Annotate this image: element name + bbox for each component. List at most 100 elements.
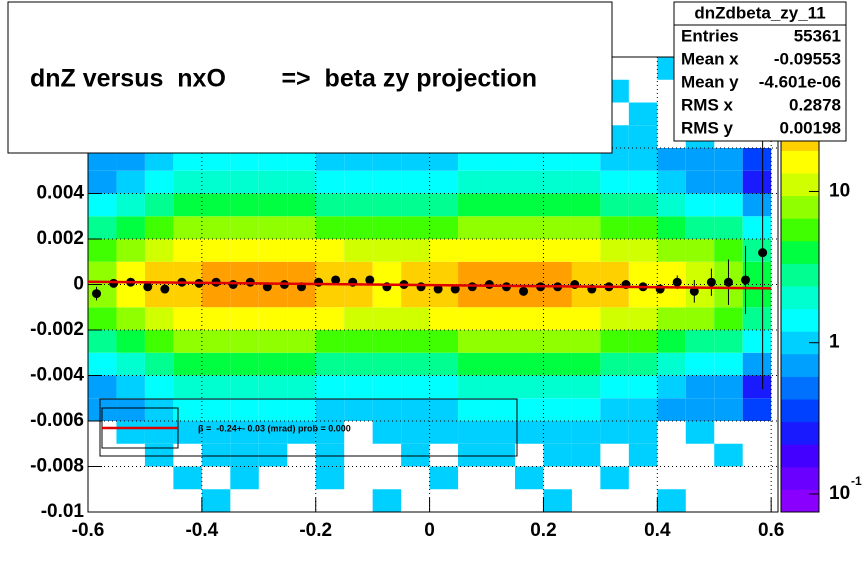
heat-cell: [315, 193, 345, 217]
heat-cell: [315, 375, 345, 399]
heat-cell: [486, 216, 515, 239]
heat-cell: [230, 375, 259, 399]
heat-cell: [144, 261, 174, 285]
heat-cell: [88, 261, 117, 285]
heat-cell: [571, 307, 601, 330]
heat-cell: [514, 216, 544, 239]
heat-cell: [571, 148, 601, 171]
stats-label: RMS y: [681, 118, 734, 137]
heat-cell: [628, 330, 658, 353]
heat-cell: [116, 170, 145, 194]
heat-cell: [401, 170, 430, 194]
heat-cell: [514, 421, 544, 444]
heat-cell: [144, 398, 174, 421]
heat-cell: [514, 148, 544, 171]
heat-cell: [543, 148, 572, 171]
heat-cell: [401, 193, 430, 217]
heat-cell: [201, 284, 231, 308]
heat-cell: [287, 193, 316, 217]
heat-cell: [230, 398, 259, 421]
heat-cell: [144, 307, 174, 330]
title-box: [7, 1, 613, 154]
heat-cell: [144, 216, 174, 239]
heat-cell: [372, 284, 402, 308]
y-tick-label: 0: [73, 274, 84, 295]
heat-cell: [543, 375, 572, 399]
heat-cell: [628, 148, 658, 171]
heat-cell: [685, 398, 715, 421]
heat-cell: [657, 352, 686, 376]
stats-value: 0.2878: [789, 95, 841, 114]
fit-line: [87, 280, 772, 290]
color-bar-band: [781, 195, 819, 219]
heat-cell: [742, 398, 772, 421]
stats-label: Mean y: [681, 72, 739, 91]
heat-cell: [344, 284, 373, 308]
heat-cell: [429, 375, 459, 399]
heat-cell: [258, 216, 288, 239]
heat-cell: [230, 239, 259, 262]
heat-cell: [600, 261, 629, 285]
color-bar-band: [781, 444, 819, 468]
heat-cell: [742, 170, 772, 194]
color-bar-band: [781, 240, 819, 264]
heat-cell: [372, 421, 402, 444]
heat-cell: [230, 352, 259, 376]
heat-cell: [458, 148, 487, 171]
heat-cell: [116, 375, 145, 399]
heat-cell: [344, 375, 373, 399]
heat-cell: [144, 330, 174, 353]
profile-point: [109, 278, 119, 288]
heat-cell: [116, 216, 145, 239]
heat-cell: [116, 307, 145, 330]
heat-cell: [372, 352, 402, 376]
heat-cell: [458, 261, 487, 285]
heat-cell: [230, 284, 259, 308]
y-tick-label: -0.006: [30, 410, 84, 431]
x-tick-label: 0.4: [644, 520, 671, 541]
heat-cell: [287, 170, 316, 194]
stats-label: Mean x: [681, 49, 739, 68]
heat-cell: [742, 239, 772, 262]
color-bar-band: [781, 376, 819, 400]
heat-cell: [429, 216, 459, 239]
heat-cell: [88, 193, 117, 217]
heat-cell: [230, 443, 259, 467]
heat-cell: [88, 307, 117, 330]
heat-cell: [458, 375, 487, 399]
heat-cell: [344, 239, 373, 262]
legend-box: [99, 398, 518, 457]
profile-point: [723, 277, 733, 287]
color-bar-band: [781, 489, 819, 513]
heat-cell: [514, 261, 544, 285]
heat-cell: [344, 307, 373, 330]
heat-cell: [571, 398, 601, 421]
heat-cell: [514, 375, 544, 399]
heat-cell: [344, 352, 373, 376]
heat-cell: [543, 352, 572, 376]
heat-cell: [315, 284, 345, 308]
heat-cell: [88, 330, 117, 353]
heat-cell: [144, 352, 174, 376]
heat-cell: [458, 398, 487, 421]
heat-cell: [287, 148, 316, 171]
heat-cell: [628, 193, 658, 217]
heat-cell: [685, 216, 715, 239]
heat-cell: [372, 170, 402, 194]
heat-cell: [344, 148, 373, 171]
heat-cell: [344, 398, 373, 421]
heat-cell: [628, 216, 658, 239]
heat-cell: [486, 193, 515, 217]
profile-point: [655, 284, 665, 294]
heat-cell: [486, 421, 515, 444]
heat-cell: [372, 375, 402, 399]
heat-cell: [315, 330, 345, 353]
heat-cell: [514, 330, 544, 353]
heat-cell: [486, 261, 515, 285]
profile-point: [143, 282, 153, 292]
profile-point: [365, 275, 375, 285]
heat-cell: [742, 375, 772, 399]
heat-cell: [685, 261, 715, 285]
heat-cell: [742, 216, 772, 239]
